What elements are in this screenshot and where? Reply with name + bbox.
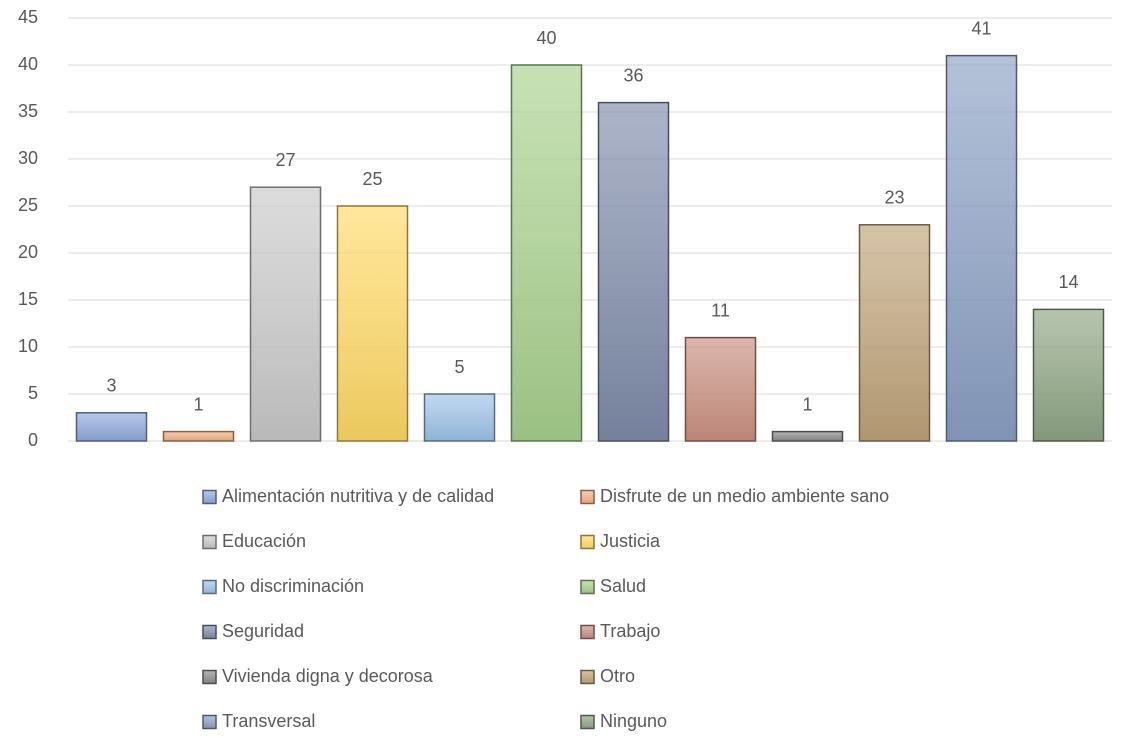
- bar: [336, 205, 409, 442]
- bar: [945, 54, 1018, 442]
- y-tick-label: 0: [28, 430, 38, 450]
- y-tick-label: 40: [18, 54, 38, 74]
- bar: [75, 412, 148, 442]
- legend-swatch: [580, 669, 595, 685]
- legend-swatch: [202, 669, 217, 685]
- legend-label: Justicia: [600, 531, 661, 551]
- legend-swatch: [580, 714, 595, 730]
- legend-label: Alimentación nutritiva y de calidad: [222, 486, 494, 506]
- legend-label: Otro: [600, 666, 635, 686]
- data-label: 23: [884, 188, 904, 208]
- legend-label: Salud: [600, 576, 646, 596]
- y-tick-label: 10: [18, 336, 38, 356]
- legend-label: No discriminación: [222, 576, 364, 596]
- data-label: 40: [536, 28, 556, 48]
- data-label: 27: [275, 150, 295, 170]
- legend-label: Ninguno: [600, 711, 667, 731]
- bar: [510, 64, 583, 442]
- data-label: 36: [623, 65, 643, 85]
- y-tick-label: 5: [28, 383, 38, 403]
- legend-label: Vivienda digna y decorosa: [222, 666, 434, 686]
- legend-swatch: [202, 714, 217, 730]
- bar: [771, 430, 844, 442]
- bar: [597, 101, 670, 442]
- bar: [162, 430, 235, 442]
- legend-swatch: [202, 579, 217, 595]
- legend-label: Transversal: [222, 711, 315, 731]
- data-label: 14: [1058, 272, 1078, 292]
- legend-swatch: [202, 534, 217, 550]
- legend-swatch: [580, 579, 595, 595]
- data-label: 11: [711, 300, 730, 320]
- y-tick-label: 25: [18, 195, 38, 215]
- legend-swatch: [580, 534, 595, 550]
- legend-swatch: [580, 624, 595, 640]
- bar: [423, 393, 496, 442]
- legend-label: Seguridad: [222, 621, 304, 641]
- legend-swatch: [202, 489, 217, 505]
- legend-label: Disfrute de un medio ambiente sano: [600, 486, 889, 506]
- legend-label: Trabajo: [600, 621, 660, 641]
- y-tick-label: 35: [18, 101, 38, 121]
- bar: [249, 186, 322, 442]
- y-tick-label: 15: [18, 289, 38, 309]
- y-tick-label: 30: [18, 148, 38, 168]
- y-tick-label: 45: [18, 7, 38, 27]
- data-label: 5: [454, 357, 464, 377]
- data-label: 41: [971, 18, 991, 38]
- legend-label: Educación: [222, 531, 306, 551]
- data-label: 1: [802, 394, 812, 414]
- bar: [858, 224, 931, 442]
- data-label: 1: [193, 394, 203, 414]
- bar: [684, 336, 757, 442]
- bar: [1032, 308, 1105, 442]
- y-tick-label: 20: [18, 242, 38, 262]
- data-label: 3: [106, 376, 116, 396]
- legend-swatch: [202, 624, 217, 640]
- data-label: 25: [362, 169, 382, 189]
- legend-swatch: [580, 489, 595, 505]
